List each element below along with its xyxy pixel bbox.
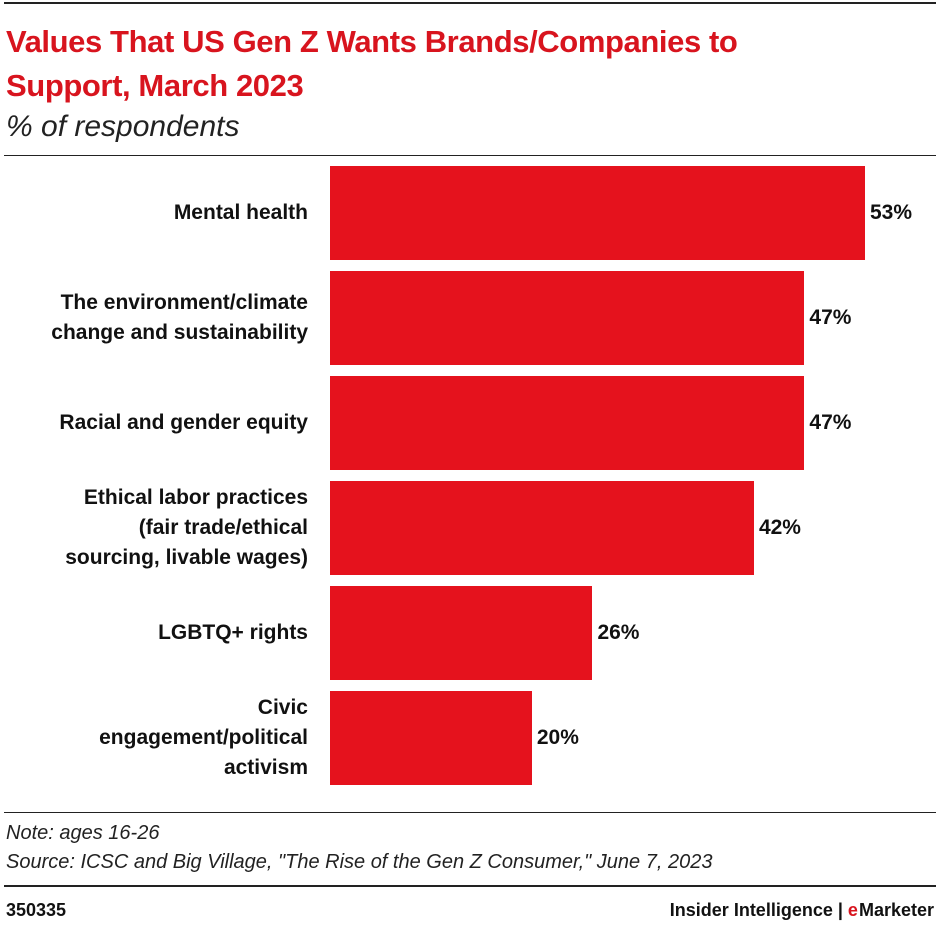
value-label: 26% — [597, 621, 640, 644]
value-label: 47% — [809, 411, 852, 434]
chart-title: Values That US Gen Z Wants Brands/Compan… — [6, 24, 738, 103]
bar — [330, 376, 805, 470]
bar — [330, 586, 593, 680]
note: Note: ages 16-26 — [6, 822, 160, 844]
rule — [4, 812, 936, 813]
category-label: Ethical labor practices (fair trade/ethi… — [65, 486, 308, 569]
logo-mark: e — [847, 900, 858, 920]
bar — [330, 166, 865, 260]
value-label: 53% — [870, 201, 913, 224]
source: Source: ICSC and Big Village, "The Rise … — [6, 851, 713, 873]
bar — [330, 691, 532, 785]
logo-separator: | — [837, 900, 843, 920]
rule — [4, 155, 936, 156]
category-label: LGBTQ+ rights — [158, 621, 308, 644]
chart-id: 350335 — [6, 900, 67, 920]
logo-text: Marketer — [858, 900, 934, 920]
category-label: Mental health — [173, 201, 308, 224]
chart-subtitle: % of respondents — [6, 110, 240, 143]
category-label: The environment/climate change and susta… — [51, 291, 308, 344]
bar — [330, 271, 805, 365]
value-label: 42% — [758, 516, 801, 539]
bar — [330, 481, 754, 575]
rule — [4, 885, 936, 887]
category-label: Civic engagement/political activism — [99, 696, 308, 779]
logo: Insider Intelligence | e Marketer — [670, 900, 934, 921]
value-label: 47% — [809, 306, 852, 329]
top-rule — [4, 2, 936, 4]
logo-text: Insider Intelligence — [669, 900, 833, 920]
value-label: 20% — [536, 726, 579, 749]
category-label: Racial and gender equity — [59, 411, 308, 434]
